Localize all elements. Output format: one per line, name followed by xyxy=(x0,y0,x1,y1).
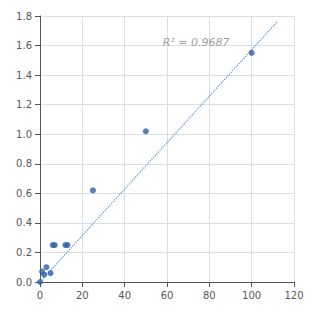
svg-text:0: 0 xyxy=(37,290,43,301)
svg-text:20: 20 xyxy=(76,290,89,301)
svg-text:R² = 0.9687: R² = 0.9687 xyxy=(163,36,230,49)
svg-text:1.4: 1.4 xyxy=(16,70,32,81)
svg-text:120: 120 xyxy=(284,290,303,301)
svg-text:0.0: 0.0 xyxy=(16,277,32,288)
svg-text:1.8: 1.8 xyxy=(16,11,32,22)
svg-text:40: 40 xyxy=(118,290,131,301)
svg-text:100: 100 xyxy=(242,290,261,301)
svg-text:1.0: 1.0 xyxy=(16,129,32,140)
svg-text:0.4: 0.4 xyxy=(16,217,32,228)
svg-text:1.6: 1.6 xyxy=(16,40,32,51)
svg-text:60: 60 xyxy=(161,290,174,301)
svg-text:0.6: 0.6 xyxy=(16,188,32,199)
svg-text:0.2: 0.2 xyxy=(16,247,32,258)
svg-text:0.8: 0.8 xyxy=(16,158,32,169)
svg-text:1.2: 1.2 xyxy=(16,99,32,110)
svg-text:80: 80 xyxy=(203,290,216,301)
